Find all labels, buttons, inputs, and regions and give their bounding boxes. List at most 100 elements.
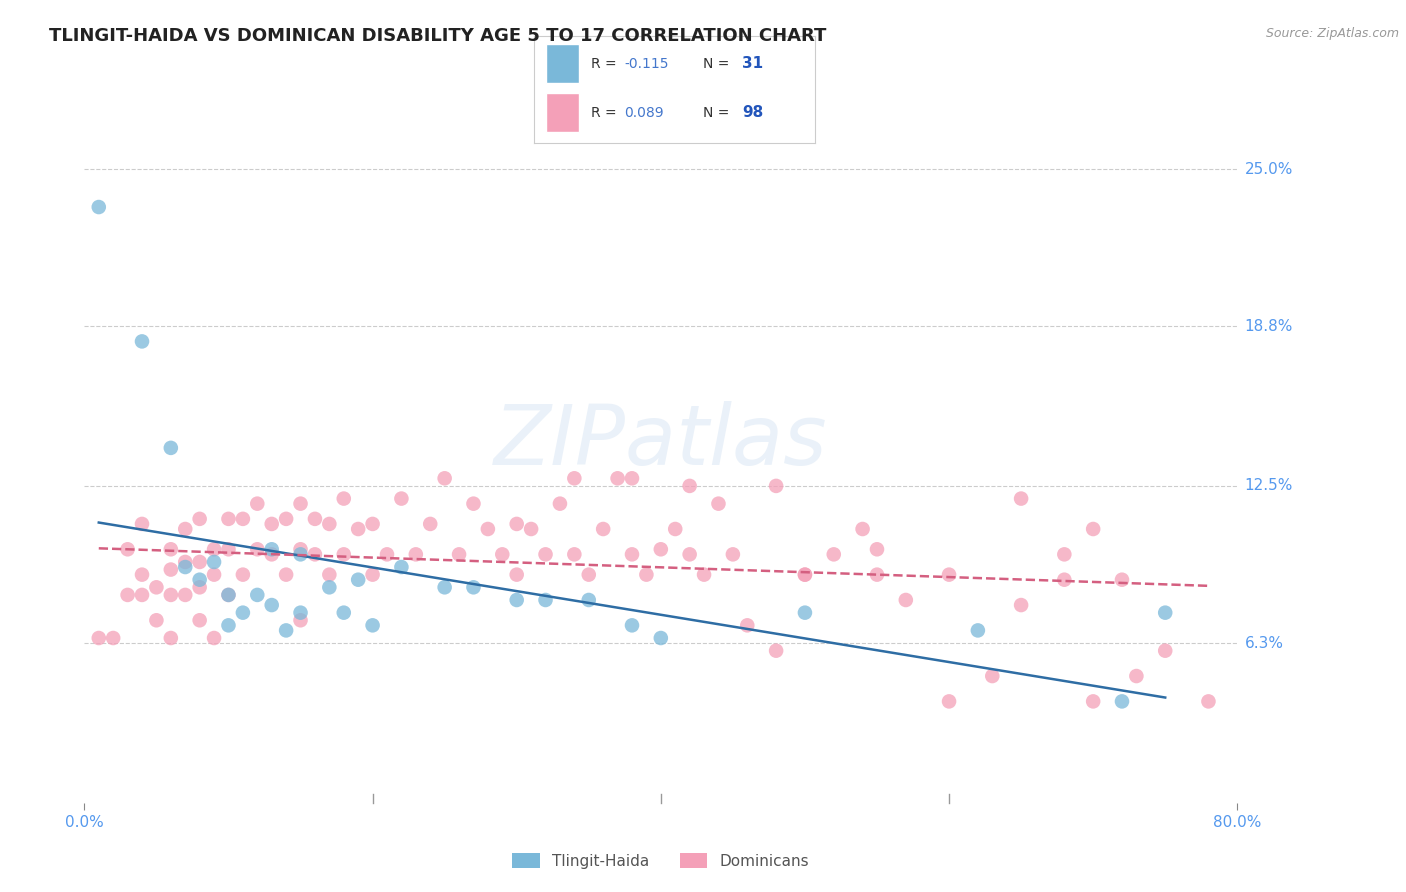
Point — [218, 588, 240, 602]
Point — [1010, 491, 1032, 506]
Point — [463, 497, 485, 511]
Point — [765, 643, 787, 657]
Point — [232, 512, 254, 526]
Point — [621, 547, 644, 561]
Point — [1083, 694, 1105, 708]
Point — [276, 567, 298, 582]
Point — [866, 542, 889, 557]
Text: 31: 31 — [742, 56, 763, 71]
Point — [391, 491, 413, 506]
Point — [794, 567, 817, 582]
Point — [246, 588, 269, 602]
Point — [1053, 573, 1076, 587]
Point — [318, 516, 340, 531]
Point — [938, 694, 960, 708]
Point — [131, 334, 153, 349]
Point — [290, 547, 312, 561]
Point — [534, 593, 557, 607]
Point — [304, 512, 326, 526]
Point — [636, 567, 658, 582]
Point — [606, 471, 628, 485]
Point — [202, 631, 225, 645]
Point — [202, 567, 225, 582]
Point — [794, 606, 817, 620]
Point — [1125, 669, 1147, 683]
Point — [117, 588, 139, 602]
Text: 0.089: 0.089 — [624, 106, 664, 120]
Text: TLINGIT-HAIDA VS DOMINICAN DISABILITY AGE 5 TO 17 CORRELATION CHART: TLINGIT-HAIDA VS DOMINICAN DISABILITY AG… — [49, 27, 827, 45]
Point — [174, 560, 197, 574]
Point — [477, 522, 499, 536]
Point — [318, 567, 340, 582]
Point — [160, 588, 183, 602]
Point — [463, 580, 485, 594]
Point — [375, 547, 398, 561]
Text: 18.8%: 18.8% — [1244, 318, 1294, 334]
Point — [506, 567, 529, 582]
Text: -0.115: -0.115 — [624, 56, 669, 70]
Point — [218, 588, 240, 602]
Point — [621, 618, 644, 632]
Point — [103, 631, 124, 645]
Point — [131, 516, 153, 531]
Point — [117, 542, 139, 557]
Text: ZIPatlas: ZIPatlas — [494, 401, 828, 482]
Point — [1083, 522, 1105, 536]
Point — [145, 613, 167, 627]
Point — [202, 555, 225, 569]
Point — [894, 593, 917, 607]
Point — [276, 624, 298, 638]
Point — [232, 606, 254, 620]
Point — [131, 588, 153, 602]
Point — [290, 613, 312, 627]
Point — [304, 547, 326, 561]
Point — [721, 547, 744, 561]
Point — [650, 631, 672, 645]
Point — [361, 567, 384, 582]
Point — [202, 542, 225, 557]
Point — [290, 542, 312, 557]
Text: N =: N = — [703, 56, 734, 70]
Point — [333, 547, 356, 561]
Point — [1154, 643, 1177, 657]
Point — [246, 497, 269, 511]
Point — [938, 567, 960, 582]
Point — [433, 580, 456, 594]
Point — [260, 598, 283, 612]
Point — [391, 560, 413, 574]
Point — [967, 624, 990, 638]
Point — [188, 512, 211, 526]
Point — [981, 669, 1004, 683]
Point — [260, 516, 283, 531]
Point — [318, 580, 340, 594]
Point — [361, 618, 384, 632]
Point — [419, 516, 441, 531]
Point — [361, 516, 384, 531]
Point — [1010, 598, 1032, 612]
Point — [260, 542, 283, 557]
Point — [260, 547, 283, 561]
Point — [564, 547, 586, 561]
Point — [679, 547, 702, 561]
Point — [276, 512, 298, 526]
Point — [823, 547, 845, 561]
Point — [1154, 606, 1177, 620]
Point — [188, 555, 211, 569]
Point — [1198, 694, 1220, 708]
Point — [347, 522, 370, 536]
Point — [866, 567, 889, 582]
Point — [218, 512, 240, 526]
Point — [160, 441, 183, 455]
Text: N =: N = — [703, 106, 734, 120]
Text: 25.0%: 25.0% — [1244, 161, 1294, 177]
Point — [188, 580, 211, 594]
FancyBboxPatch shape — [546, 45, 579, 83]
Point — [87, 200, 110, 214]
Point — [1053, 547, 1076, 561]
Point — [188, 573, 211, 587]
Point — [548, 497, 571, 511]
Point — [290, 606, 312, 620]
Point — [246, 542, 269, 557]
Point — [592, 522, 614, 536]
Point — [174, 522, 197, 536]
